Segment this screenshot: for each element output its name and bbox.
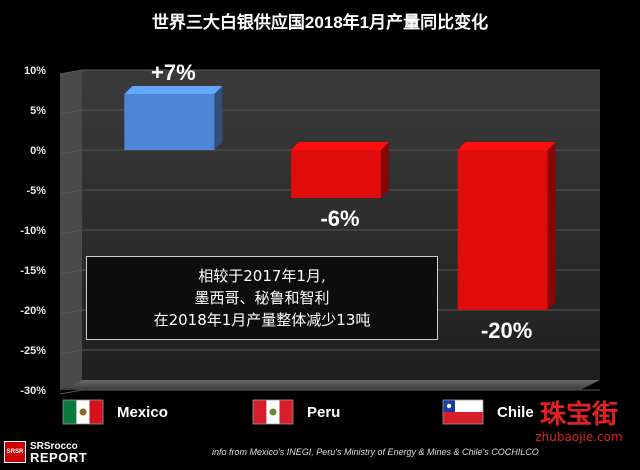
grid-line-side (59, 189, 83, 195)
source-note: info from Mexico's INEGI, Peru's Ministr… (212, 447, 539, 457)
bar-top-face (124, 86, 223, 94)
grid-line-side (59, 229, 83, 235)
data-labels: +7% -6% -20% (151, 60, 532, 343)
note-line-2: 墨西哥、秘鲁和智利 (194, 289, 330, 307)
grid-line-side (59, 69, 83, 75)
data-label-mexico: +7% (151, 60, 196, 85)
y-axis: 10% 5% 0% -5% -10% -15% -20% -25% -30% (20, 65, 46, 397)
bar-mexico (124, 86, 223, 150)
logo-line-2: REPORT (30, 450, 88, 465)
bars (124, 86, 556, 310)
grid-line-side (59, 309, 83, 315)
plot-floor (60, 380, 600, 390)
y-tick-label: 0% (30, 145, 46, 157)
grid-line-side (59, 269, 83, 275)
srsrocco-logo: SRSR SRSrocco REPORT (4, 438, 112, 466)
watermark-sub: zhubaojie.com (535, 430, 623, 444)
bar-side-face (381, 142, 389, 198)
country-label-chile: Chile (497, 404, 534, 421)
mexico-flag-icon (62, 399, 104, 425)
country-label-peru: Peru (307, 404, 340, 421)
grid-line-side (59, 349, 83, 355)
country-label-mexico: Mexico (117, 404, 168, 421)
logo-mark: SRSR (4, 441, 26, 463)
y-tick-label: 10% (24, 65, 46, 77)
grid-line-side (59, 149, 83, 155)
bar-top-face (457, 142, 556, 150)
chile-flag-icon (442, 399, 484, 425)
chart-title: 世界三大白银供应国2018年1月产量同比变化 (151, 13, 489, 32)
country-legend: Mexico Peru Chile (62, 399, 534, 425)
y-tick-label: -25% (20, 345, 46, 357)
bar-peru (291, 142, 389, 198)
data-label-chile: -20% (481, 318, 532, 343)
bar-top-face (291, 142, 389, 150)
logo-line-1: SRSrocco (30, 441, 78, 452)
y-tick-label: -5% (26, 185, 46, 197)
note-line-3: 在2018年1月产量整体减少13吨 (153, 311, 371, 329)
peru-flag-icon (252, 399, 294, 425)
watermark-main: 珠宝街 (539, 400, 618, 430)
y-tick-label: -20% (20, 305, 46, 317)
grid-line-side (59, 389, 83, 395)
bar-chile (457, 142, 556, 310)
grid-line-side (59, 109, 83, 115)
bar-front-face (457, 150, 548, 310)
watermark: 珠宝街 zhubaojie.com (520, 400, 638, 444)
y-tick-label: 5% (30, 105, 46, 117)
bar-side-face (214, 86, 223, 150)
summary-note: 相较于2017年1月, 墨西哥、秘鲁和智利 在2018年1月产量整体减少13吨 (86, 256, 438, 340)
data-label-peru: -6% (320, 206, 359, 231)
bar-side-face (547, 142, 556, 310)
bar-front-face (124, 94, 215, 150)
y-tick-label: -15% (20, 265, 46, 277)
y-tick-label: -10% (20, 225, 46, 237)
note-line-1: 相较于2017年1月, (198, 267, 326, 285)
bar-front-face (291, 150, 381, 198)
plot-side-wall (60, 70, 82, 390)
y-tick-label: -30% (20, 385, 46, 397)
